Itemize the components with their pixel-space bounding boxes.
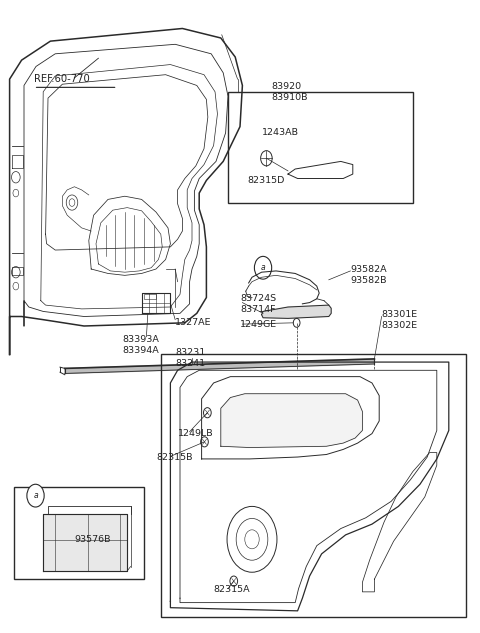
Circle shape [204,408,211,418]
Text: 1249LB: 1249LB [178,429,213,438]
Circle shape [227,506,277,572]
Circle shape [261,151,272,166]
Bar [144,294,156,299]
Text: 83393A
83394A: 83393A 83394A [122,335,159,355]
Bar [161,354,466,617]
Text: 1249GE: 1249GE [240,320,277,329]
Circle shape [27,484,44,507]
Polygon shape [262,305,331,318]
Polygon shape [221,394,362,448]
Text: 1327AE: 1327AE [175,318,212,327]
Text: 83724S
83714F: 83724S 83714F [240,294,276,314]
Circle shape [201,437,208,447]
Circle shape [254,256,272,279]
Circle shape [12,266,20,278]
Circle shape [12,172,20,183]
Text: 83301E
83302E: 83301E 83302E [382,310,418,330]
Circle shape [230,576,238,586]
Text: 83231
83241: 83231 83241 [175,348,205,368]
Text: 82315B: 82315B [156,453,192,461]
Polygon shape [65,359,374,373]
Bar [14,487,144,579]
Text: 1243AB: 1243AB [262,128,299,137]
Circle shape [236,518,268,560]
Circle shape [66,195,78,210]
Circle shape [293,318,300,327]
Text: 83920
83910B: 83920 83910B [271,82,308,102]
Circle shape [69,199,75,206]
Polygon shape [43,514,127,571]
Text: a: a [33,491,38,500]
Circle shape [245,530,259,549]
Text: 93576B: 93576B [74,535,111,544]
Text: 93582A
93582B: 93582A 93582B [350,265,387,285]
Text: 82315A: 82315A [214,586,250,594]
Text: 82315D: 82315D [247,176,285,185]
Circle shape [13,189,19,197]
Bar [228,92,413,203]
Text: a: a [261,263,265,272]
Circle shape [13,282,19,290]
Text: REF.60-770: REF.60-770 [34,74,89,84]
